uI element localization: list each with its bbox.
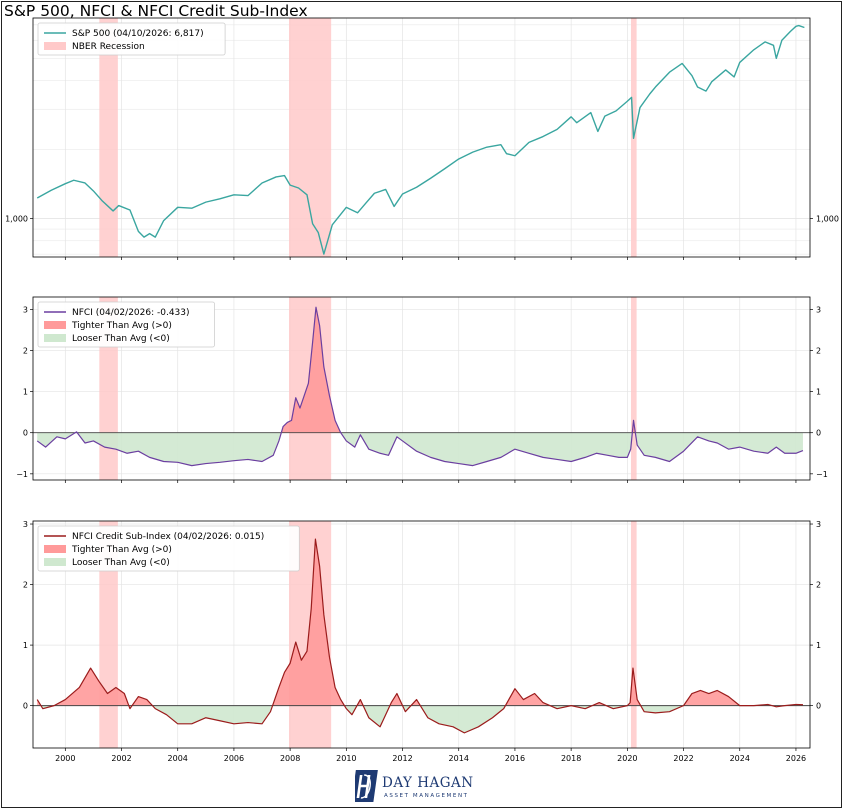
y-tick-label-right: 1,000 [816,215,839,224]
legend-label: Looser Than Avg (<0) [72,558,170,568]
x-tick-label: 2000 [55,754,75,763]
legend [37,22,226,56]
legend [37,301,215,348]
y-tick-label-left: 3 [23,520,28,529]
plot-area [32,17,811,258]
x-tick-label: 2016 [505,754,525,763]
legend-label: S&P 500 (04/10/2026: 6,817) [72,29,204,39]
legend-label: NFCI (04/02/2026: -0.433) [72,308,190,318]
nfci-panel [30,296,813,483]
looser-area [37,432,803,466]
dh-monogram-icon [355,770,378,802]
y-tick-label-left: 1,000 [5,215,28,224]
y-tick-label-left: 0 [23,702,28,711]
y-tick-label-right: 2 [816,346,821,355]
x-tick-label: 2004 [168,754,188,763]
plot-area [32,520,811,749]
y-tick-label-right: 3 [816,305,821,314]
y-tick-label-right: 1 [816,388,821,397]
legend-label: Tighter Than Avg (>0) [71,545,172,555]
series-line [36,306,804,467]
y-tick-label-right: 3 [816,520,821,529]
y-tick-label-left: −1 [16,470,28,479]
recession-band [289,18,332,257]
x-tick-label: 2008 [280,754,300,763]
y-tick-label-right: 0 [816,429,821,438]
legend-swatch [44,42,66,50]
x-tick-label: 2012 [392,754,412,763]
x-tick-label: 2024 [730,754,750,763]
x-tick-label: 2026 [786,754,806,763]
y-tick-label-right: −1 [816,470,828,479]
y-tick-label-right: 1 [816,641,821,650]
looser-area [37,705,803,733]
x-tick-label: 2014 [449,754,469,763]
legend [37,525,300,572]
sp500-panel [30,17,813,260]
legend-label: NBER Recession [72,42,145,52]
legend-swatch [44,558,66,566]
recession-band [99,18,118,257]
x-tick-label: 2018 [561,754,581,763]
y-tick-label-right: 2 [816,581,821,590]
legend-label: Tighter Than Avg (>0) [71,321,172,331]
y-tick-label-left: 2 [23,346,28,355]
page-title: S&P 500, NFCI & NFCI Credit Sub-Index [4,2,308,20]
legend-swatch [44,321,66,329]
logo-name: DAY HAGAN [382,775,474,791]
recession-band [630,521,637,748]
y-tick-label-left: 2 [23,581,28,590]
y-tick-label-left: 1 [23,641,28,650]
x-tick-label: 2010 [336,754,356,763]
legend-swatch [44,545,66,553]
x-tick-label: 2022 [673,754,693,763]
logo-subtitle: ASSET MANAGEMENT [384,793,469,799]
legend-label: Looser Than Avg (<0) [72,334,170,344]
series-line [36,24,805,255]
legend-label: NFCI Credit Sub-Index (04/02/2026: 0.015… [72,532,264,542]
plot-area [32,296,811,481]
x-tick-label: 2002 [111,754,131,763]
y-tick-label-left: 1 [23,388,28,397]
x-tick-label: 2020 [617,754,637,763]
legend-swatch [44,334,66,342]
series-line [36,538,803,734]
recession-band [630,297,637,480]
y-tick-label-left: 3 [23,305,28,314]
credit-panel [30,520,813,751]
y-tick-label-left: 0 [23,429,28,438]
logo: DAY HAGAN ASSET MANAGEMENT [355,769,473,807]
y-tick-label-right: 0 [816,702,821,711]
x-tick-label: 2006 [224,754,244,763]
